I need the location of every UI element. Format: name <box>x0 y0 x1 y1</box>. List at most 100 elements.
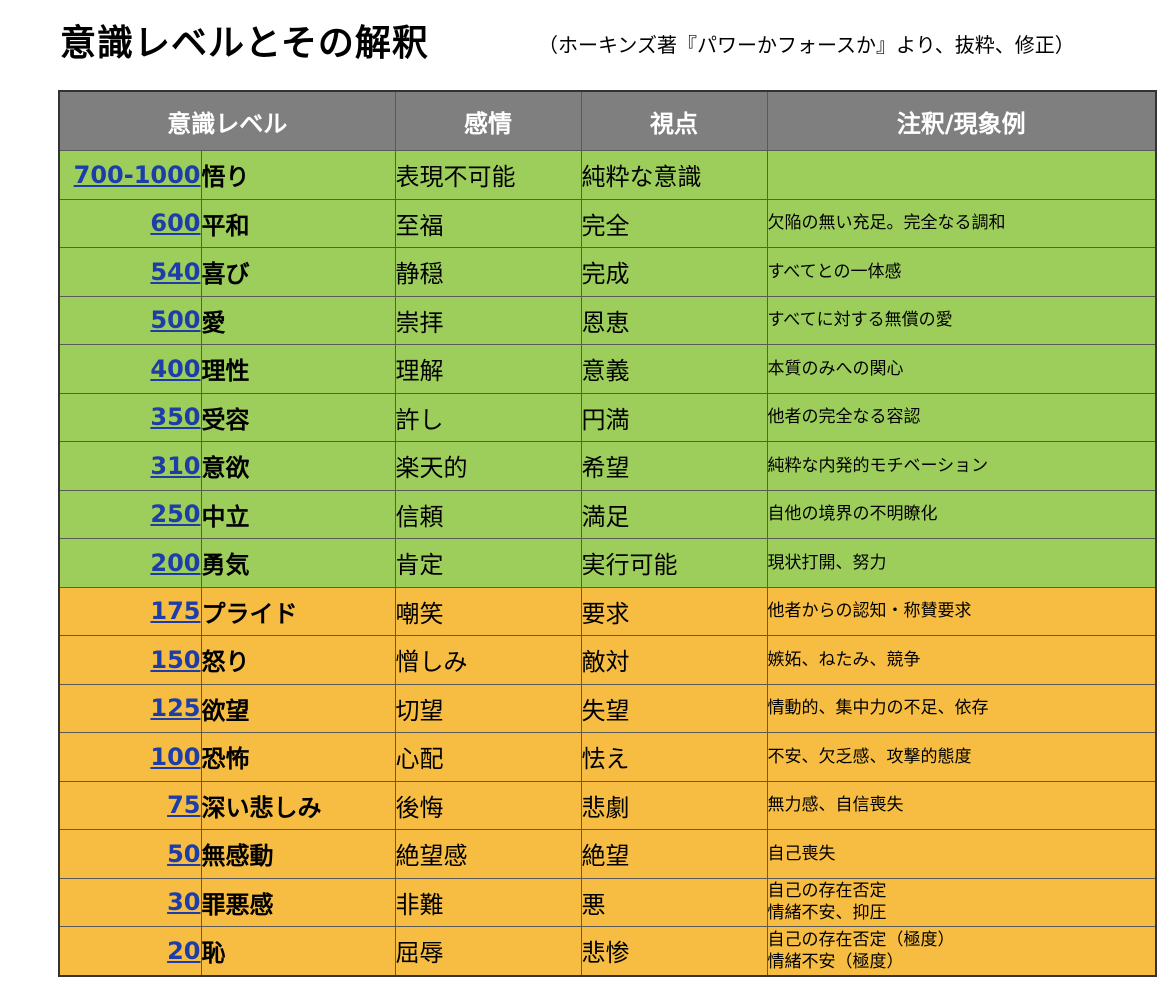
emotion-cell: 楽天的 <box>394 441 582 491</box>
page-title: 意識レベルとその解釈 <box>60 23 429 64</box>
table-row: 175 プライド 嘲笑 要求 他者からの認知・称賛要求 <box>58 586 1157 636</box>
level-link[interactable]: 500 <box>58 295 202 345</box>
page-subtitle: （ホーキンズ著『パワーかフォースか』より、抜粋、修正） <box>538 33 1075 57</box>
view-cell: 悪 <box>580 877 768 927</box>
table-row: 500 愛崇拝 恩恵 すべてに対する無償の愛 <box>58 295 1157 345</box>
level-name: 欲望 <box>200 683 396 733</box>
level-name: 無感動 <box>200 829 396 879</box>
level-link[interactable]: 700-1000 <box>58 150 202 200</box>
note-line: 自己の存在否定（極度） <box>767 929 955 950</box>
view-cell: 恩恵 <box>580 295 768 345</box>
level-name: 恥 <box>200 926 396 976</box>
level-link[interactable]: 100 <box>58 732 202 782</box>
note-line: すべてとの一体感 <box>767 261 902 282</box>
column-header-note: 注釈/現象例 <box>766 90 1157 151</box>
note-cell: 無力感、自信喪失 <box>766 780 1157 830</box>
column-header-emotion: 感情 <box>394 90 582 151</box>
view-cell: 完全 <box>580 198 768 248</box>
note-line: 欠陥の無い充足。完全なる調和 <box>767 213 1006 234</box>
view-cell: 完成 <box>580 247 768 297</box>
view-cell: 意義 <box>580 344 768 394</box>
level-name: 愛 <box>200 295 396 345</box>
emotion-cell: 屈辱 <box>394 926 582 976</box>
note-line: 情緒不安、抑圧 <box>767 903 887 924</box>
level-name: プライド <box>200 586 396 636</box>
note-line: 自他の境界の不明瞭化 <box>767 504 938 525</box>
level-name: 怒り <box>200 635 396 685</box>
note-line: 嫉妬、ねたみ、競争 <box>767 649 921 670</box>
level-link[interactable]: 600 <box>58 198 202 248</box>
note-cell: すべてとの一体感 <box>766 247 1157 297</box>
note-cell: 嫉妬、ねたみ、競争 <box>766 635 1157 685</box>
table-row: 540 喜び 静穏 完成 すべてとの一体感 <box>58 247 1157 297</box>
view-cell: 実行可能 <box>580 538 768 588</box>
note-line: 情緒不安（極度） <box>767 951 904 972</box>
note-line: 他者の完全なる容認 <box>767 407 921 428</box>
emotion-cell: 静穏 <box>394 247 582 297</box>
level-link[interactable]: 540 <box>58 247 202 297</box>
note-cell: すべてに対する無償の愛 <box>766 295 1157 345</box>
view-cell: 要求 <box>580 586 768 636</box>
view-cell: 敵対 <box>580 635 768 685</box>
table-row: 200 勇気 肯定 実行可能 現状打開、努力 <box>58 538 1157 588</box>
table-header-row: 意識レベル 感情 視点 注釈/現象例 <box>58 90 1157 151</box>
emotion-cell: 信頼 <box>394 489 582 539</box>
view-cell: 純粋な意識 <box>580 150 768 200</box>
level-link[interactable]: 125 <box>58 683 202 733</box>
level-link[interactable]: 20 <box>58 926 202 976</box>
level-link[interactable]: 350 <box>58 392 202 442</box>
level-link[interactable]: 175 <box>58 586 202 636</box>
level-link[interactable]: 400 <box>58 344 202 394</box>
level-link[interactable]: 50 <box>58 829 202 879</box>
table-row: 310 意欲 楽天的 希望 純粋な内発的モチベーション <box>58 441 1157 491</box>
level-link[interactable]: 310 <box>58 441 202 491</box>
note-cell: 他者からの認知・称賛要求 <box>766 586 1157 636</box>
view-cell: 悲惨 <box>580 926 768 976</box>
column-header-level: 意識レベル <box>58 90 396 151</box>
consciousness-table: 意識レベル 感情 視点 注釈/現象例 700-1000 悟り 表現不可能 純粋な意識 6… <box>58 90 1157 977</box>
level-name: 平和 <box>200 198 396 248</box>
level-name: 意欲 <box>200 441 396 491</box>
emotion-cell: 切望 <box>394 683 582 733</box>
note-cell <box>766 150 1157 200</box>
view-cell: 絶望 <box>580 829 768 879</box>
view-cell: 希望 <box>580 441 768 491</box>
view-cell: 悲劇 <box>580 780 768 830</box>
level-name: 喜び <box>200 247 396 297</box>
level-name: 恐怖 <box>200 732 396 782</box>
emotion-cell: 表現不可能 <box>394 150 582 200</box>
level-link[interactable]: 75 <box>58 780 202 830</box>
emotion-cell: 至福 <box>394 198 582 248</box>
note-cell: 自己の存在否定（極度） 情緒不安（極度） <box>766 926 1157 976</box>
table-row: 150 怒り 憎しみ 敵対 嫉妬、ねたみ、競争 <box>58 635 1157 685</box>
note-cell: 他者の完全なる容認 <box>766 392 1157 442</box>
view-cell: 怯え <box>580 732 768 782</box>
column-header-view: 視点 <box>580 90 768 151</box>
level-link[interactable]: 30 <box>58 877 202 927</box>
note-cell: 現状打開、努力 <box>766 538 1157 588</box>
emotion-cell: 理解 <box>394 344 582 394</box>
emotion-cell: 非難 <box>394 877 582 927</box>
note-cell: 情動的、集中力の不足、依存 <box>766 683 1157 733</box>
note-cell: 自他の境界の不明瞭化 <box>766 489 1157 539</box>
note-line: 本質のみへの関心 <box>767 358 904 379</box>
note-line: 他者からの認知・称賛要求 <box>767 601 972 622</box>
note-line: 現状打開、努力 <box>767 552 887 573</box>
level-link[interactable]: 250 <box>58 489 202 539</box>
level-link[interactable]: 150 <box>58 635 202 685</box>
emotion-cell: 後悔 <box>394 780 582 830</box>
table-row: 250 中立 信頼 満足 自他の境界の不明瞭化 <box>58 489 1157 539</box>
level-name: 受容 <box>200 392 396 442</box>
note-line: 自己喪失 <box>767 843 836 864</box>
level-link[interactable]: 200 <box>58 538 202 588</box>
note-cell: 本質のみへの関心 <box>766 344 1157 394</box>
level-name: 中立 <box>200 489 396 539</box>
note-cell: 不安、欠乏感、攻撃的態度 <box>766 732 1157 782</box>
note-line: 純粋な内発的モチベーション <box>767 455 989 476</box>
emotion-cell: 肯定 <box>394 538 582 588</box>
table-row: 600 平和 至福 完全 欠陥の無い充足。完全なる調和 <box>58 198 1157 248</box>
header: 意識レベルとその解釈 （ホーキンズ著『パワーかフォースか』より、抜粋、修正） <box>60 16 1160 76</box>
level-name: 悟り <box>200 150 396 200</box>
emotion-cell: 許し <box>394 392 582 442</box>
table-row: 75 深い悲しみ 後悔 悲劇 無力感、自信喪失 <box>58 780 1157 830</box>
